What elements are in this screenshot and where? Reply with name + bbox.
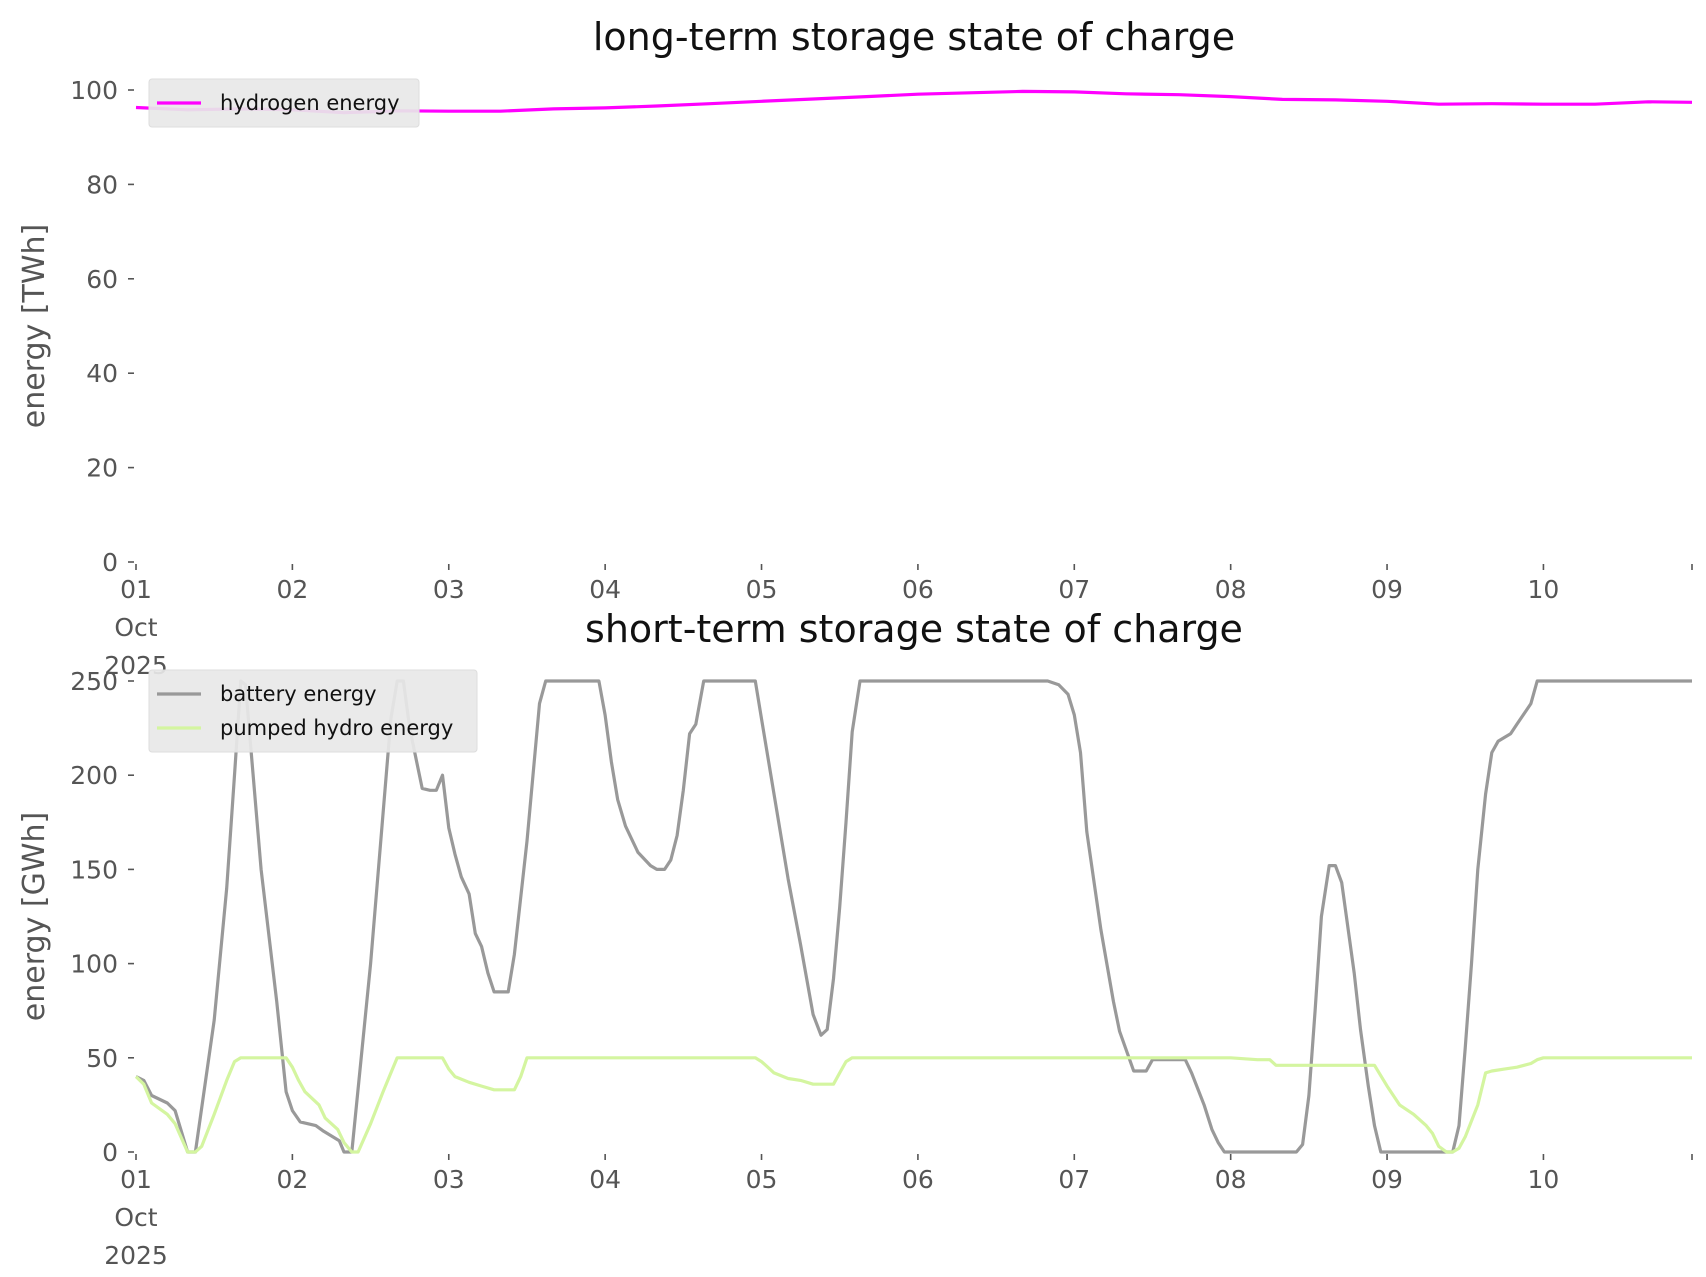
x-tick-label: 08: [1215, 575, 1247, 604]
x-tick-label: 2025: [104, 1241, 168, 1270]
x-tick-label: Oct: [114, 613, 157, 642]
y-tick-label: 80: [86, 170, 118, 199]
x-tick-label: 06: [902, 575, 934, 604]
x-tick-label: 08: [1215, 1165, 1247, 1194]
x-tick-label: 06: [902, 1165, 934, 1194]
y-tick-label: 0: [102, 548, 118, 577]
legend-label: hydrogen energy: [220, 91, 400, 115]
chart-title: short-term storage state of charge: [585, 607, 1243, 651]
x-tick-label: 04: [589, 575, 621, 604]
x-tick-label: 09: [1371, 1165, 1403, 1194]
chart-panel-1: short-term storage state of charge energy…: [17, 607, 1693, 1270]
x-tick-label: 01: [120, 575, 152, 604]
y-tick-label: 50: [86, 1044, 118, 1073]
y-tick-label: 60: [86, 265, 118, 294]
x-tick-label: 07: [1058, 1165, 1090, 1194]
y-tick-label: 250: [70, 667, 118, 696]
y-axis-label: energy [TWh]: [17, 224, 52, 428]
x-tick-label: 09: [1371, 575, 1403, 604]
y-tick-label: 100: [70, 950, 118, 979]
x-tick-label: 10: [1528, 575, 1560, 604]
chart-panel-0: long-term storage state of charge energy …: [17, 15, 1693, 680]
x-tick-label: 10: [1528, 1165, 1560, 1194]
y-tick-label: 20: [86, 454, 118, 483]
x-tick-label: 07: [1058, 575, 1090, 604]
y-tick-label: 200: [70, 761, 118, 790]
x-tick-label: Oct: [114, 1203, 157, 1232]
legend-label: pumped hydro energy: [220, 716, 453, 740]
x-tick-label: 01: [120, 1165, 152, 1194]
legend-box: [148, 669, 478, 753]
y-tick-label: 0: [102, 1138, 118, 1167]
x-tick-label: 05: [746, 575, 778, 604]
y-tick-label: 150: [70, 855, 118, 884]
legend-label: battery energy: [220, 682, 377, 706]
legend-box: [148, 78, 420, 128]
series-line-0: [135, 679, 1692, 1154]
y-tick-label: 100: [70, 76, 118, 105]
x-tick-label: 04: [589, 1165, 621, 1194]
x-tick-label: 02: [276, 1165, 308, 1194]
y-tick-label: 40: [86, 359, 118, 388]
x-tick-label: 02: [276, 575, 308, 604]
y-axis-label: energy [GWh]: [17, 812, 52, 1021]
chart-title: long-term storage state of charge: [593, 15, 1235, 59]
x-tick-label: 05: [746, 1165, 778, 1194]
x-tick-label: 03: [433, 575, 465, 604]
series-line-1: [134, 1056, 1692, 1154]
x-tick-label: 03: [433, 1165, 465, 1194]
